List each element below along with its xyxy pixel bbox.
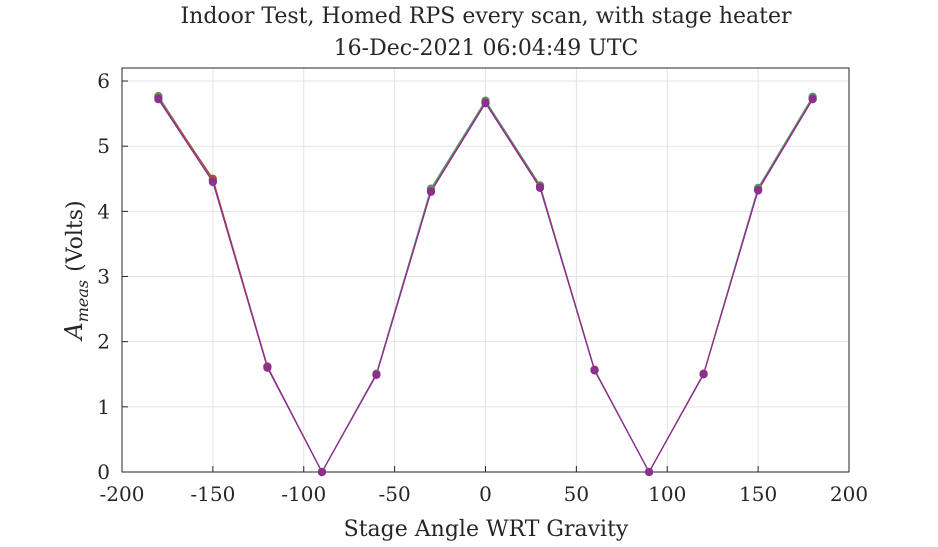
y-tick-label: 1 <box>97 395 110 419</box>
chart-subtitle: 16-Dec-2021 06:04:49 UTC <box>334 36 639 61</box>
svg-text:Ameas(Volts): Ameas (Volts) <box>60 200 92 341</box>
y-tick-label: 2 <box>97 330 110 354</box>
data-point-series-4 <box>263 363 272 372</box>
data-point-series-4 <box>644 467 654 477</box>
data-point-series-4 <box>481 99 490 108</box>
y-axis-label: Ameas (Volts) <box>60 200 92 341</box>
data-point-series-4 <box>372 370 381 380</box>
grid-lines <box>121 68 850 473</box>
data-point-series-4 <box>317 467 327 477</box>
x-tick-label: 200 <box>830 482 868 506</box>
y-axis-label-units: (Volts) <box>63 200 88 271</box>
x-tick-label: 50 <box>564 482 589 506</box>
data-point-series-4 <box>535 183 545 192</box>
y-axis-label-sub: meas <box>73 280 92 322</box>
x-tick-label: -100 <box>281 482 326 506</box>
x-axis-label: Stage Angle WRT Gravity <box>344 517 629 542</box>
y-tick-label: 4 <box>97 199 110 223</box>
data-point-series-4 <box>208 177 217 187</box>
x-tick-label: -150 <box>190 482 235 506</box>
data-points <box>154 91 817 477</box>
data-point-series-4 <box>426 187 436 196</box>
x-tick-label: 0 <box>479 482 492 506</box>
x-tick-label: -50 <box>379 482 411 506</box>
x-tick-label: -200 <box>100 482 145 506</box>
chart-title: Indoor Test, Homed RPS every scan, with … <box>180 4 792 29</box>
y-tick-label: 6 <box>97 69 110 93</box>
y-tick-label: 3 <box>97 265 110 289</box>
y-tick-label: 0 <box>97 460 110 484</box>
x-tick-label: 150 <box>739 482 777 506</box>
y-axis-label-main: A <box>60 322 88 341</box>
y-tick-label: 5 <box>97 134 110 158</box>
data-point-series-4 <box>808 95 817 104</box>
data-point-series-4 <box>154 95 163 104</box>
axis-ticks: -200 -150 -100 -50 0 50 100 150 200 0 1 2 3 4 5 6 <box>97 69 868 506</box>
x-tick-label: 100 <box>648 482 686 506</box>
data-point-series-4 <box>699 370 708 379</box>
data-point-series-4 <box>754 186 763 195</box>
data-point-series-4 <box>590 366 599 375</box>
